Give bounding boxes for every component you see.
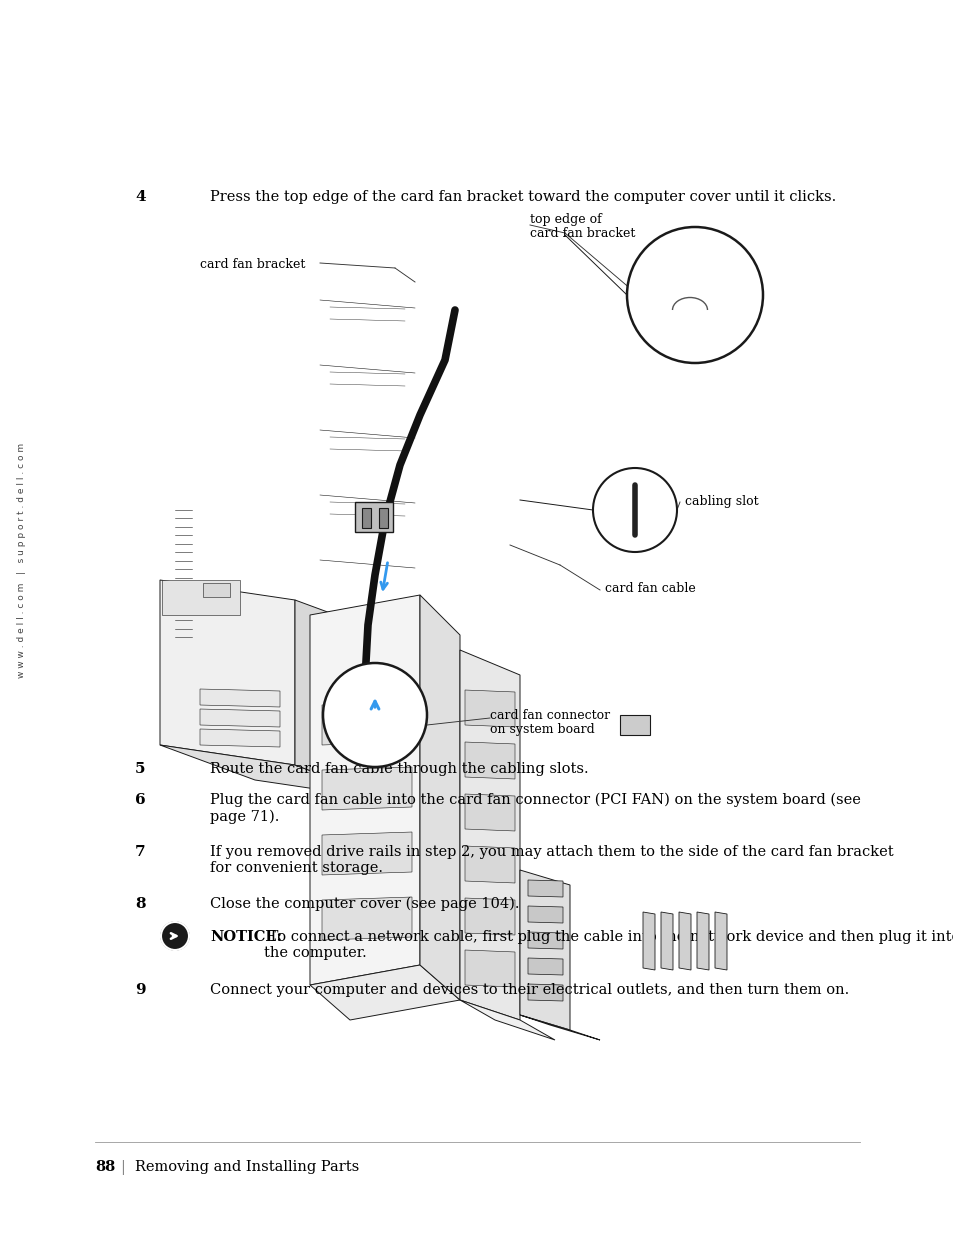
Polygon shape — [519, 1015, 599, 1040]
Text: To connect a network cable, first plug the cable into the network device and the: To connect a network cable, first plug t… — [264, 930, 953, 960]
Polygon shape — [310, 965, 459, 1020]
Polygon shape — [160, 580, 294, 764]
Polygon shape — [619, 715, 649, 735]
Polygon shape — [464, 898, 515, 935]
Polygon shape — [527, 958, 562, 974]
Text: |: | — [120, 1160, 125, 1174]
Text: card fan bracket: card fan bracket — [200, 258, 305, 270]
Circle shape — [161, 923, 189, 950]
Polygon shape — [697, 911, 708, 969]
Polygon shape — [322, 832, 412, 876]
Text: card fan bracket: card fan bracket — [530, 227, 635, 240]
Polygon shape — [464, 846, 515, 883]
Polygon shape — [200, 729, 280, 747]
Polygon shape — [464, 794, 515, 831]
Polygon shape — [464, 742, 515, 779]
Text: Connect your computer and devices to their electrical outlets, and then turn the: Connect your computer and devices to the… — [210, 983, 848, 997]
Polygon shape — [714, 911, 726, 969]
Polygon shape — [160, 745, 390, 800]
Text: 8: 8 — [135, 897, 146, 911]
Text: top edge of: top edge of — [530, 212, 601, 226]
Polygon shape — [200, 689, 280, 706]
Polygon shape — [322, 897, 412, 940]
Text: Route the card fan cable through the cabling slots.: Route the card fan cable through the cab… — [210, 762, 588, 776]
Text: 9: 9 — [135, 983, 146, 997]
Polygon shape — [464, 950, 515, 987]
Circle shape — [593, 468, 677, 552]
Polygon shape — [361, 508, 371, 529]
Polygon shape — [527, 984, 562, 1002]
Polygon shape — [527, 881, 562, 897]
Polygon shape — [294, 600, 390, 800]
Polygon shape — [355, 501, 393, 532]
Text: Plug the card fan cable into the card fan connector (PCI FAN) on the system boar: Plug the card fan cable into the card fa… — [210, 793, 860, 824]
Text: If you removed drive rails in step 2, you may attach them to the side of the car: If you removed drive rails in step 2, yo… — [210, 845, 893, 876]
Text: on system board: on system board — [490, 722, 594, 736]
Polygon shape — [322, 701, 412, 745]
Text: Press the top edge of the card fan bracket toward the computer cover until it cl: Press the top edge of the card fan brack… — [210, 190, 836, 204]
Polygon shape — [464, 690, 515, 727]
Polygon shape — [459, 650, 519, 1020]
Polygon shape — [642, 911, 655, 969]
Text: 5: 5 — [135, 762, 146, 776]
Polygon shape — [203, 583, 230, 597]
Text: w w w . d e l l . c o m   |   s u p p o r t . d e l l . c o m: w w w . d e l l . c o m | s u p p o r t … — [17, 442, 27, 678]
Text: Removing and Installing Parts: Removing and Installing Parts — [135, 1160, 359, 1174]
Polygon shape — [200, 709, 280, 727]
Polygon shape — [310, 595, 419, 986]
Text: Close the computer cover (see page 104).: Close the computer cover (see page 104). — [210, 897, 519, 911]
Polygon shape — [527, 932, 562, 948]
Polygon shape — [660, 911, 672, 969]
Text: cabling slot: cabling slot — [684, 495, 758, 508]
Polygon shape — [527, 906, 562, 923]
Polygon shape — [162, 580, 240, 615]
Polygon shape — [679, 911, 690, 969]
Text: 6: 6 — [135, 793, 146, 806]
Text: NOTICE:: NOTICE: — [210, 930, 282, 944]
Text: 7: 7 — [135, 845, 146, 860]
Text: 4: 4 — [135, 190, 146, 204]
Text: card fan cable: card fan cable — [604, 582, 695, 595]
Polygon shape — [519, 869, 569, 1030]
Circle shape — [323, 663, 427, 767]
Polygon shape — [419, 595, 459, 1000]
Text: 88: 88 — [95, 1160, 115, 1174]
Polygon shape — [378, 508, 388, 529]
Circle shape — [626, 227, 762, 363]
Text: card fan connector: card fan connector — [490, 709, 610, 722]
Polygon shape — [322, 767, 412, 810]
Polygon shape — [459, 1000, 555, 1040]
